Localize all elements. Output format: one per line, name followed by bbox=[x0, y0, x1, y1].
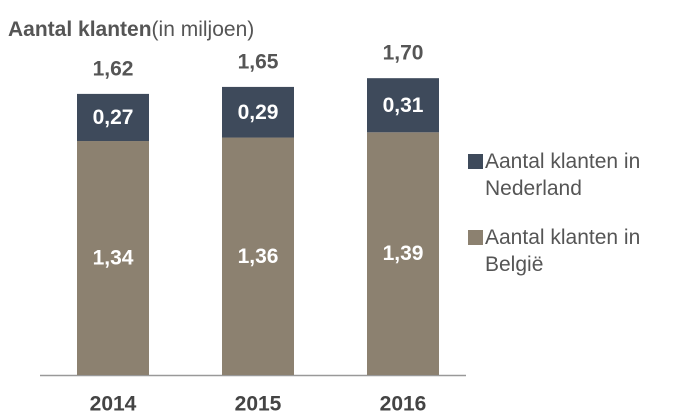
legend-swatch bbox=[468, 230, 483, 245]
value-label: 0,31 bbox=[383, 94, 424, 117]
bar-segment bbox=[367, 132, 439, 375]
value-label: 1,36 bbox=[238, 245, 279, 268]
x-tick-label: 2016 bbox=[380, 393, 427, 416]
value-label: 0,29 bbox=[238, 101, 279, 124]
legend-label: Aantal klanten in Nederland bbox=[485, 150, 641, 200]
legend-swatch bbox=[468, 154, 483, 169]
bar-segment bbox=[77, 141, 149, 375]
value-label: 1,34 bbox=[93, 247, 134, 270]
legend-item: Aantal klanten in Nederland bbox=[468, 148, 682, 202]
chart-title: Aantal klanten(in miljoen) bbox=[8, 18, 254, 41]
total-label: 1,70 bbox=[383, 42, 424, 65]
value-label: 1,39 bbox=[383, 242, 424, 265]
bar-segment bbox=[367, 78, 439, 133]
bar-segment bbox=[77, 93, 149, 142]
total-label: 1,62 bbox=[93, 57, 134, 80]
x-tick-label: 2015 bbox=[235, 393, 282, 416]
x-tick-label: 2014 bbox=[90, 393, 137, 416]
total-label: 1,65 bbox=[238, 50, 279, 73]
title: Aantal klanten bbox=[8, 18, 152, 41]
legend-label: Aantal klanten in België bbox=[485, 226, 641, 276]
subtitle: (in miljoen) bbox=[152, 18, 255, 41]
value-label: 0,27 bbox=[93, 106, 134, 129]
bar-segment bbox=[222, 137, 294, 375]
bar-segment bbox=[222, 86, 294, 138]
legend-item: Aantal klanten in België bbox=[468, 224, 682, 278]
